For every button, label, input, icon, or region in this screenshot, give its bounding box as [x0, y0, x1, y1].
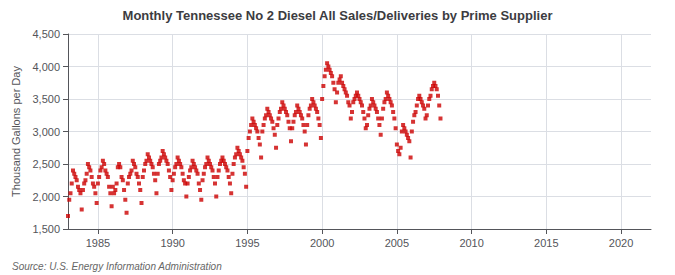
- svg-text:4,500: 4,500: [32, 28, 60, 40]
- svg-text:Source: U.S. Energy Informatio: Source: U.S. Energy Information Administ…: [12, 261, 222, 272]
- svg-text:4,000: 4,000: [32, 61, 60, 73]
- svg-text:1985: 1985: [86, 237, 110, 249]
- svg-text:3,000: 3,000: [32, 126, 60, 138]
- svg-text:2010: 2010: [459, 237, 483, 249]
- svg-text:2,500: 2,500: [32, 158, 60, 170]
- svg-text:2,000: 2,000: [32, 191, 60, 203]
- svg-text:1995: 1995: [235, 237, 259, 249]
- svg-text:Thousand Gallons per Day: Thousand Gallons per Day: [10, 66, 22, 197]
- svg-text:2005: 2005: [385, 237, 409, 249]
- svg-text:2000: 2000: [310, 237, 334, 249]
- svg-text:3,500: 3,500: [32, 93, 60, 105]
- svg-text:2015: 2015: [534, 237, 558, 249]
- svg-text:1,500: 1,500: [32, 223, 60, 235]
- svg-text:Monthly Tennessee No 2 Diesel: Monthly Tennessee No 2 Diesel All Sales/…: [123, 8, 553, 23]
- svg-text:2020: 2020: [609, 237, 633, 249]
- svg-text:1990: 1990: [160, 237, 184, 249]
